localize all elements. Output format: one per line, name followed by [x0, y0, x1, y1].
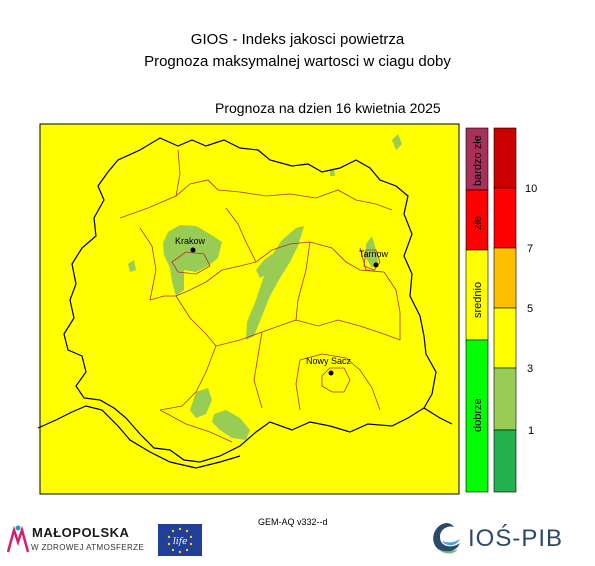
scale-tick-3: 3: [527, 363, 533, 375]
model-version: GEM-AQ v332--d: [258, 517, 328, 527]
scale-band-5: [493, 247, 517, 309]
scale-tick-10: 10: [525, 183, 537, 195]
scale-band-1: [493, 367, 517, 431]
city-label-tarnow: Tarnow: [359, 249, 389, 259]
ios-swirl-icon: [433, 523, 460, 554]
city-tarnow: Tarnow: [359, 249, 389, 268]
category-dobrze: [465, 339, 489, 493]
scale-band-10: [493, 127, 517, 189]
north-green-dot: [392, 134, 402, 150]
eu-life-logo: life: [158, 524, 202, 556]
scale-tick-7: 7: [527, 243, 533, 255]
title-line-2: Prognoza maksymalnej wartosci w ciagu do…: [144, 53, 451, 70]
scale-band-7: [493, 187, 517, 249]
central-green-strip: [246, 226, 304, 340]
category-label-srednio: srednio: [472, 282, 484, 318]
malopolska-tagline: W ZDROWEJ ATMOSFERZE: [31, 543, 145, 552]
malopolska-logo: MAŁOPOLSKA W ZDROWEJ ATMOSFERZE: [4, 522, 154, 558]
malopolska-icon: [6, 525, 30, 553]
southwest-green-area: [190, 388, 212, 418]
voivodeship-boundary: [37, 137, 453, 469]
northwest-green-dot: [128, 260, 136, 272]
scale-tick-5: 5: [527, 303, 533, 315]
title-line-1: GIOS - Indeks jakosci powietrza: [190, 31, 405, 48]
malopolska-wordmark: MAŁOPOLSKA: [32, 525, 130, 540]
east-green-strip: [256, 254, 272, 278]
district-borders: [119, 149, 401, 443]
category-legend: bardzo złe złe srednio dobrze: [465, 127, 489, 493]
category-label-zle: złe: [472, 216, 484, 230]
map-frame: [39, 123, 460, 495]
southern-border: [37, 405, 241, 469]
scale-tick-1: 1: [528, 425, 534, 437]
category-label-bardzo-zle: bardzo złe: [472, 135, 484, 186]
krakow-green-area: [163, 225, 222, 296]
category-label-dobrze: dobrze: [472, 398, 484, 432]
city-label-krakow: Krakow: [175, 236, 206, 246]
city-label-nowy-sacz: Nowy Sacz: [306, 356, 352, 366]
city-nowy-sacz: Nowy Sacz: [306, 356, 352, 376]
index-scale: 10 7 5 3 1: [493, 127, 537, 493]
low-index-areas: [128, 134, 402, 440]
tarnow-green-area: [366, 236, 378, 268]
ios-pib-wordmark: IOŚ-PIB: [468, 525, 564, 552]
south-green-area: [212, 410, 250, 440]
forecast-date: Prognoza na dzien 16 kwietnia 2025: [215, 100, 441, 116]
ios-pib-logo: IOŚ-PIB: [428, 519, 568, 559]
city-krakow: Krakow: [175, 236, 206, 253]
scale-band-3: [493, 307, 517, 369]
east-border: [423, 407, 453, 425]
eu-life-text: life: [173, 537, 187, 547]
scale-band-0: [493, 429, 517, 493]
